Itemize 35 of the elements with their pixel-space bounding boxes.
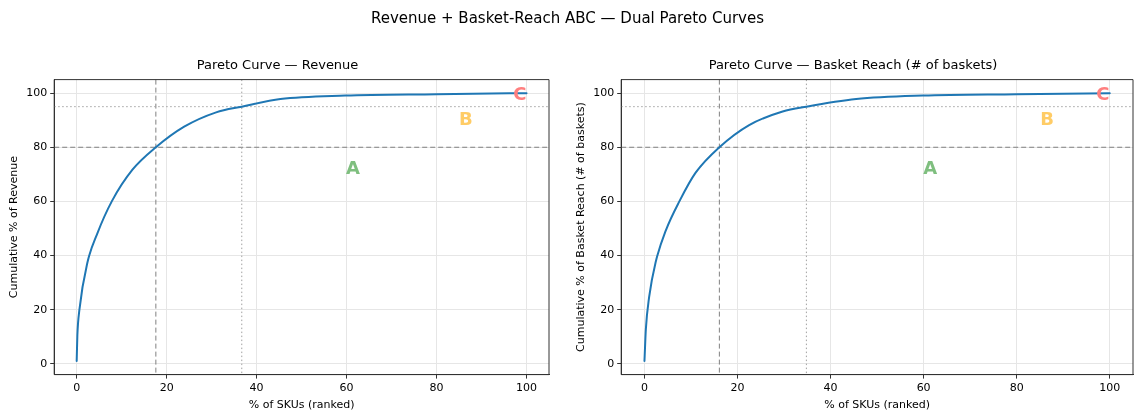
y-tick-label: 100: [26, 85, 48, 99]
y-tick-label: 20: [600, 302, 615, 316]
y-tick-label: 20: [33, 302, 48, 316]
x-tick-label: 100: [1099, 381, 1121, 395]
x-tick-label: 100: [516, 381, 538, 395]
y-tick-label: 60: [600, 194, 615, 208]
x-tick-label: 60: [916, 381, 931, 395]
annotation: B: [1040, 107, 1054, 129]
annotation: B: [459, 107, 473, 129]
x-tick-label: 20: [159, 381, 174, 395]
text: Revenue + Basket-Reach ABC — Dual Pareto Curves: [369, 8, 766, 29]
chart-title: Pareto Curve — Revenue: [196, 57, 359, 73]
x-tick-label: 60: [339, 381, 354, 395]
y-tick-label: 80: [600, 140, 615, 154]
y-tick-label: 40: [600, 248, 615, 262]
x-tick-label: 0: [640, 381, 648, 395]
y-tick-label: 0: [40, 356, 48, 370]
y-tick-label: 40: [33, 248, 48, 262]
x-tick-label: 20: [730, 381, 745, 395]
x-axis-title: % of SKUs (ranked): [824, 398, 930, 412]
chart-title: Pareto Curve — Basket Reach (# of baskets): [708, 57, 998, 73]
x-tick-label: 40: [249, 381, 264, 395]
y-tick-label: 0: [607, 356, 615, 370]
x-axis-title: % of SKUs (ranked): [248, 398, 355, 412]
y-axis-title: Cumulative % of Revenue: [7, 155, 21, 299]
x-tick-label: 0: [73, 381, 81, 395]
annotation: A: [923, 157, 938, 179]
y-tick-label: 80: [33, 140, 48, 154]
x-tick-label: 80: [1009, 381, 1024, 395]
y-axis-title: Cumulative % of Basket Reach (# of baskets): [574, 102, 588, 352]
y-tick-label: 60: [33, 194, 48, 208]
x-tick-label: 80: [429, 381, 444, 395]
y-tick-label: 100: [593, 85, 615, 99]
x-tick-label: 40: [823, 381, 838, 395]
annotation: A: [346, 157, 361, 179]
